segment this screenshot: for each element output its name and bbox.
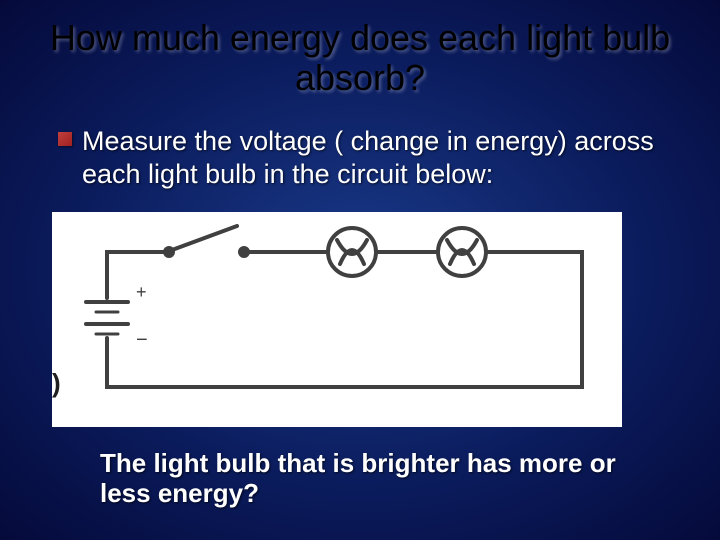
bullet-marker [58, 132, 72, 146]
battery-plus: + [136, 282, 147, 302]
bullet-item: Measure the voltage ( change in energy) … [0, 105, 720, 190]
question-text: The light bulb that is brighter has more… [0, 427, 720, 509]
label-a: ) [52, 368, 61, 398]
slide-title: How much energy does each light bulb abs… [0, 0, 720, 105]
circuit-diagram: + − ) [52, 212, 622, 427]
battery-minus: − [136, 329, 148, 351]
bullet-text: Measure the voltage ( change in energy) … [82, 125, 670, 190]
